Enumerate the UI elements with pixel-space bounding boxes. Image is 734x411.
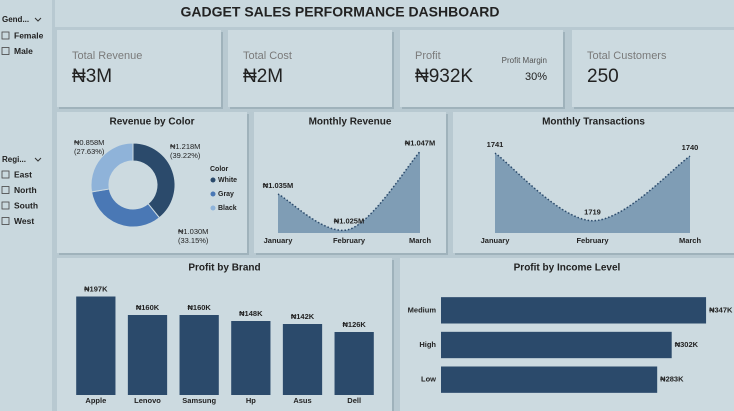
data-label: 1740	[682, 143, 699, 152]
filter-option: East	[14, 169, 32, 179]
area-line	[494, 152, 691, 222]
legend-label: Gray	[218, 191, 234, 198]
x-tick-label: January	[264, 236, 294, 245]
filter-option: North	[14, 185, 37, 195]
data-label: 1719	[584, 208, 601, 217]
dashboard-title: GADGET SALES PERFORMANCE DASHBOARD	[181, 4, 500, 20]
bar	[334, 332, 374, 395]
bar	[441, 331, 672, 359]
bar	[231, 321, 271, 395]
y-tick-label: Low	[421, 375, 436, 384]
checkbox[interactable]	[1, 186, 10, 194]
panel	[228, 30, 392, 107]
legend-marker	[210, 191, 216, 197]
donut-slice	[90, 142, 134, 193]
panel	[400, 30, 563, 107]
x-tick-label: February	[333, 236, 366, 245]
x-tick-label: February	[576, 236, 609, 245]
data-label: ₦160K	[187, 303, 211, 312]
filter-option: Male	[14, 46, 33, 56]
card-value: ₦3M	[72, 66, 112, 87]
filter-title: Gend...	[2, 15, 29, 24]
data-label: ₦347K	[709, 305, 733, 314]
chart-title: Profit by Income Level	[514, 263, 621, 274]
card-value: ₦2M	[243, 66, 283, 87]
bar	[179, 315, 219, 395]
bar	[282, 324, 323, 395]
data-label: ₦1.047M	[405, 139, 435, 148]
x-tick-label: Lenovo	[134, 396, 161, 405]
data-label: ₦1.035M	[263, 181, 293, 190]
filter-title: Regi...	[2, 155, 26, 164]
panel	[572, 30, 734, 107]
card-value: ₦932K	[415, 66, 473, 87]
donut-slice	[132, 142, 176, 219]
chart-title: Profit by Brand	[188, 263, 260, 274]
card-sub-label: Profit Margin	[502, 56, 547, 65]
data-label: ₦1.025M	[334, 216, 364, 225]
card-sub-value: 30%	[525, 71, 547, 83]
panel	[57, 112, 247, 253]
chart-title: Monthly Transactions	[542, 117, 645, 128]
y-tick-label: High	[419, 340, 436, 349]
legend-label: Black	[218, 205, 237, 212]
chevron[interactable]	[34, 17, 42, 22]
checkbox[interactable]	[1, 170, 10, 179]
x-tick-label: Dell	[347, 396, 361, 405]
data-label: ₦283K	[660, 375, 684, 384]
x-tick-label: Asus	[293, 396, 311, 405]
filter-option: West	[14, 216, 34, 226]
area-line	[277, 151, 421, 232]
filter-option: South	[14, 200, 38, 210]
data-label: ₦126K	[342, 320, 366, 329]
title-bar	[55, 0, 734, 27]
data-label: ₦142K	[291, 312, 315, 321]
slice-percent-label: (39.22%)	[170, 151, 201, 160]
slice-percent-label: (27.63%)	[74, 147, 105, 156]
x-tick-label: March	[679, 236, 702, 245]
card-label: Profit	[415, 50, 441, 62]
x-tick-label: Samsung	[182, 396, 216, 405]
data-label: ₦160K	[136, 303, 160, 312]
x-tick-label: January	[481, 236, 511, 245]
legend-title: Color	[210, 166, 229, 173]
checkbox[interactable]	[1, 217, 10, 225]
filter-option: Female	[14, 30, 44, 40]
legend-marker	[210, 177, 216, 183]
bar	[441, 366, 658, 393]
chart-title: Monthly Revenue	[309, 117, 392, 128]
legend-label: White	[218, 177, 237, 184]
card-label: Total Revenue	[72, 50, 142, 62]
panel	[57, 30, 221, 107]
bar	[127, 315, 168, 395]
x-tick-label: Hp	[246, 396, 256, 405]
card-label: Total Cost	[243, 50, 292, 62]
slice-value-label: ₦1.030M	[178, 227, 208, 236]
x-tick-label: March	[409, 236, 432, 245]
x-tick-label: Apple	[85, 396, 106, 405]
legend-marker	[210, 205, 216, 211]
y-tick-label: Medium	[408, 305, 437, 314]
area-fill	[278, 151, 420, 233]
checkbox[interactable]	[1, 47, 10, 55]
chart-title: Revenue by Color	[109, 117, 194, 128]
checkbox[interactable]	[1, 201, 10, 210]
bar	[441, 297, 707, 324]
slice-value-label: ₦1.218M	[170, 142, 200, 151]
card-value: 250	[587, 66, 619, 87]
data-label: ₦197K	[84, 284, 108, 293]
slice-percent-label: (33.15%)	[178, 236, 209, 245]
data-label: 1741	[487, 140, 504, 149]
data-label: ₦302K	[675, 340, 699, 349]
chevron[interactable]	[34, 157, 42, 162]
checkbox[interactable]	[1, 31, 10, 40]
card-label: Total Customers	[587, 50, 667, 62]
slice-value-label: ₦0.858M	[74, 138, 104, 147]
bar	[76, 296, 116, 395]
data-label: ₦148K	[239, 309, 263, 318]
area-fill	[495, 153, 690, 233]
